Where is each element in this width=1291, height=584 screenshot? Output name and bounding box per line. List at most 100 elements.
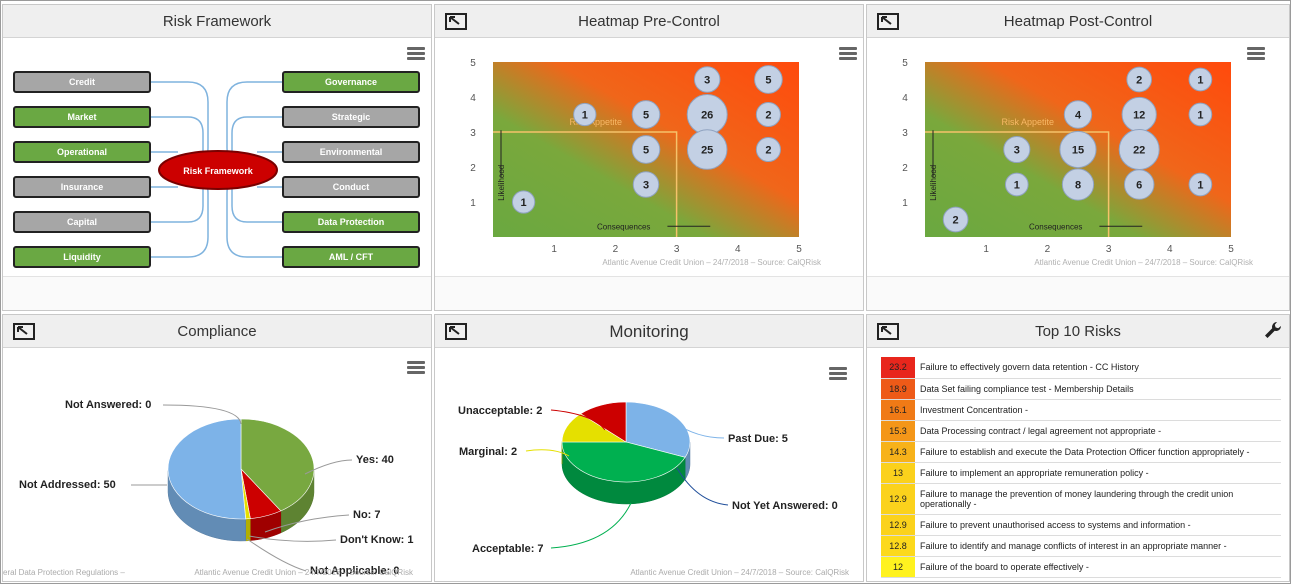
monitoring-title: Monitoring [435,315,863,348]
risk-framework-center-ellipse [158,150,278,190]
risk-category-left[interactable]: Operational [13,141,151,163]
compliance-title: Compliance [3,315,431,348]
expand-icon[interactable] [445,13,467,30]
risk-bubble[interactable] [631,100,661,129]
risk-description: Failure to identify and manage conflicts… [915,535,1281,557]
table-row[interactable]: 12.8 Failure to identify and manage confl… [881,535,1281,557]
risk-bubble-count: 4 [1075,110,1082,122]
menu-icon[interactable] [407,47,425,61]
table-row[interactable]: 23.2 Failure to effectively govern data r… [881,357,1281,379]
y-tick-label: 3 [902,128,908,139]
risk-bubble-count: 6 [1136,180,1142,192]
risk-bubble[interactable] [755,101,781,128]
risk-bubble-count: 5 [643,110,649,122]
expand-icon[interactable] [877,13,899,30]
risk-bubble-count: 1 [1197,110,1203,122]
risk-category-left[interactable]: Liquidity [13,246,151,268]
risk-category-right[interactable]: AML / CFT [282,246,420,268]
risk-bubble-count: 1 [1014,180,1020,192]
y-tick-label: 2 [470,163,476,174]
pie-slice[interactable] [625,401,691,458]
risk-description: Failure to effectively govern data reten… [915,357,1281,379]
wrench-icon[interactable] [1263,320,1283,340]
risk-bubble[interactable] [942,206,969,233]
risk-bubble[interactable] [1061,168,1095,201]
chart-credit: Atlantic Avenue Credit Union – 24/7/2018… [602,258,822,267]
pie-data-label: Not Yet Answered: 0 [732,500,838,512]
risk-bubble[interactable] [1188,67,1213,92]
risk-appetite-label: Risk Appetite [570,117,623,127]
risk-bubble-count: 8 [1075,180,1081,192]
risk-bubble[interactable] [693,66,721,93]
table-row[interactable]: 15.3 Data Processing contract / legal agr… [881,420,1281,442]
table-row[interactable]: 18.9 Data Set failing compliance test - M… [881,378,1281,400]
table-row[interactable]: 13 Failure to implement an appropriate re… [881,462,1281,484]
pie-data-label: Acceptable: 7 [472,543,544,555]
risk-bubble-count: 2 [953,215,959,227]
compliance-panel: Compliance Yes: 40 No: 7 Don't Know: 1 Not … [2,314,432,582]
risk-bubble[interactable] [511,190,536,214]
risk-bubble[interactable] [1003,135,1031,164]
risk-category-left[interactable]: Insurance [13,176,151,198]
heatmap-pre-panel: Heatmap Pre-Control 1 2 3 4 5 1 2 3 4 5 Risk Appet… [434,4,864,311]
panel-footer [867,276,1289,310]
risk-bubble[interactable] [686,129,728,170]
expand-icon[interactable] [445,323,467,340]
risk-description: Failure to prevent unauthorised access t… [915,514,1281,536]
expand-icon[interactable] [13,323,35,340]
table-row[interactable]: 12.9 Failure to manage the prevention of … [881,483,1281,515]
risk-bubble[interactable] [1063,100,1093,129]
pie-label-connector [550,409,606,431]
risk-category-right[interactable]: Conduct [282,176,420,198]
menu-icon[interactable] [1247,47,1265,61]
risk-bubble[interactable] [1188,102,1213,127]
risk-category-right[interactable]: Data Protection [282,211,420,233]
monitoring-pie-chart: Past Due: 5 Not Yet Answered: 0 Acceptable… [458,401,838,555]
menu-icon[interactable] [829,367,847,381]
table-row[interactable]: 12 Failure of the board to operate effect… [881,556,1281,578]
menu-icon[interactable] [407,361,425,375]
risk-framework-connectors: Risk Framework [151,81,284,258]
risk-score: 15.3 [881,420,915,442]
risk-bubble[interactable] [755,136,781,163]
pie-label-connector [264,514,350,533]
risk-bubble[interactable] [1059,130,1097,169]
pie-data-label: Not Applicable: 0 [310,565,399,577]
y-tick-label: 5 [470,58,476,69]
menu-icon[interactable] [839,47,857,61]
risk-description: Investment Concentration - [915,399,1281,421]
heatmap-post-title: Heatmap Post-Control [867,5,1289,38]
x-tick-label: 2 [1045,244,1051,255]
y-tick-label: 2 [902,163,908,174]
table-row[interactable]: 14.3 Failure to establish and execute the… [881,441,1281,463]
pie-slice[interactable] [167,418,247,520]
risk-category-right[interactable]: Environmental [282,141,420,163]
heatmap-pre-chart: 1 2 3 4 5 1 2 3 4 5 Risk Appetite Likelihood Consequ… [470,58,822,267]
pie-data-label: Yes: 40 [356,454,394,466]
risk-bubble[interactable] [1188,172,1213,197]
x-axis-label: Consequences [1029,222,1082,231]
risk-bubble[interactable] [631,135,661,164]
risk-category-left[interactable]: Credit [13,71,151,93]
table-row[interactable]: 12.9 Failure to prevent unauthorised acce… [881,514,1281,536]
table-row[interactable]: 16.1 Investment Concentration - [881,399,1281,421]
risk-bubble[interactable] [754,65,783,94]
risk-bubble[interactable] [1004,172,1029,197]
risk-bubble-count: 1 [1197,180,1203,192]
risk-bubble-count: 12 [1133,110,1145,122]
risk-category-left[interactable]: Capital [13,211,151,233]
risk-bubble[interactable] [1123,169,1155,200]
risk-bubble[interactable] [1126,66,1153,93]
risk-bubble[interactable] [632,171,660,198]
x-tick-label: 4 [1167,244,1173,255]
expand-icon[interactable] [877,323,899,340]
risk-category-right[interactable]: Governance [282,71,420,93]
compliance-credit-left: eral Data Protection Regulations – [3,568,125,577]
risk-score: 12.9 [881,483,915,515]
risk-category-right[interactable]: Strategic [282,106,420,128]
pie-slice[interactable] [580,401,627,443]
x-tick-label: 3 [674,244,680,255]
risk-bubble[interactable] [573,102,597,127]
risk-category-left[interactable]: Market [13,106,151,128]
